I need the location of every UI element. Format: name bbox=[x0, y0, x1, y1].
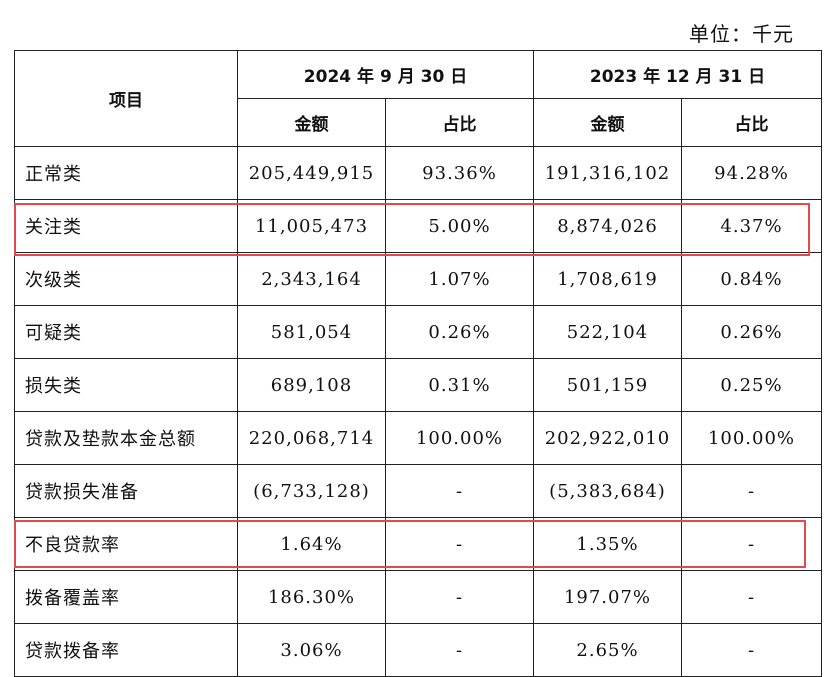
row-label-cell: 不良贷款率 bbox=[14, 517, 238, 571]
amount-2024-cell: 3.06% bbox=[237, 623, 386, 677]
row-label-cell: 正常类 bbox=[14, 146, 238, 200]
table-row: 贷款拨备率 3.06% -2.65% - bbox=[14, 623, 822, 677]
table-row: 贷款及垫款本金总额 220,068,714 100.00% 202,922,010 10… bbox=[14, 411, 822, 465]
table-row: 贷款损失准备 (6,733,128) - (5,383,684) - bbox=[14, 464, 822, 518]
table-row: 损失类 689,108 0.31% 501,159 0.25% bbox=[14, 358, 822, 412]
row-label-cell: 关注类 bbox=[14, 199, 238, 253]
ratio-2023-cell: 0.25% bbox=[681, 358, 822, 412]
table-row: 次级类 2,343,164 1.07% 1,708,619 0.84% bbox=[14, 252, 822, 306]
amount-2023-cell: 2.65% bbox=[533, 623, 682, 677]
header-period-2024: 2024 年 9 月 30 日 bbox=[237, 50, 534, 99]
header-item: 项目 bbox=[14, 50, 238, 147]
table-row: 不良贷款率 1.64% -1.35% - bbox=[14, 517, 822, 571]
amount-2024-cell: 689,108 bbox=[237, 358, 386, 412]
header-amount-2023: 金额 bbox=[533, 98, 682, 147]
amount-2024-cell: 186.30% bbox=[237, 570, 386, 624]
row-label-cell: 拨备覆盖率 bbox=[14, 570, 238, 624]
ratio-2023-cell: 100.00% bbox=[681, 411, 822, 465]
ratio-2023-cell: - bbox=[681, 517, 822, 571]
ratio-2024-cell: 1.07% bbox=[385, 252, 534, 306]
table-row: 正常类 205,449,915 93.36% 191,316,102 94.28% bbox=[14, 146, 822, 200]
ratio-2023-cell: - bbox=[681, 570, 822, 624]
ratio-2024-cell: 93.36% bbox=[385, 146, 534, 200]
table-row: 可疑类 581,054 0.26% 522,104 0.26% bbox=[14, 305, 822, 359]
ratio-2023-cell: 0.26% bbox=[681, 305, 822, 359]
ratio-2024-cell: 0.31% bbox=[385, 358, 534, 412]
amount-2023-cell: (5,383,684) bbox=[533, 464, 682, 518]
ratio-2023-cell: - bbox=[681, 464, 822, 518]
ratio-2024-cell: - bbox=[385, 464, 534, 518]
amount-2023-cell: 501,159 bbox=[533, 358, 682, 412]
amount-2023-cell: 522,104 bbox=[533, 305, 682, 359]
header-row-columns: 金额 占比 金额 占比 bbox=[15, 98, 822, 147]
amount-2023-cell: 1,708,619 bbox=[533, 252, 682, 306]
ratio-2024-cell: 100.00% bbox=[385, 411, 534, 465]
amount-2024-cell: 581,054 bbox=[237, 305, 386, 359]
amount-2023-cell: 202,922,010 bbox=[533, 411, 682, 465]
amount-2024-cell: 1.64% bbox=[237, 517, 386, 571]
row-label-cell: 次级类 bbox=[14, 252, 238, 306]
amount-2024-cell: (6,733,128) bbox=[237, 464, 386, 518]
amount-2023-cell: 8,874,026 bbox=[533, 199, 682, 253]
amount-2023-cell: 197.07% bbox=[533, 570, 682, 624]
header-ratio-2024: 占比 bbox=[385, 98, 534, 147]
header-period-2023: 2023 年 12 月 31 日 bbox=[533, 50, 822, 99]
loan-classification-table: 项目 2024 年 9 月 30 日 2023 年 12 月 31 日 金额 占… bbox=[14, 50, 822, 677]
row-label-cell: 贷款拨备率 bbox=[14, 623, 238, 677]
amount-2024-cell: 2,343,164 bbox=[237, 252, 386, 306]
table-row: 关注类 11,005,473 5.00% 8,874,026 4.37% bbox=[14, 199, 822, 253]
amount-2024-cell: 220,068,714 bbox=[237, 411, 386, 465]
ratio-2023-cell: 94.28% bbox=[681, 146, 822, 200]
ratio-2023-cell: 0.84% bbox=[681, 252, 822, 306]
row-label-cell: 贷款损失准备 bbox=[14, 464, 238, 518]
ratio-2024-cell: - bbox=[385, 517, 534, 571]
header-row-periods: 项目 2024 年 9 月 30 日 2023 年 12 月 31 日 bbox=[14, 50, 822, 147]
ratio-2024-cell: - bbox=[385, 570, 534, 624]
ratio-2024-cell: - bbox=[385, 623, 534, 677]
ratio-2024-cell: 0.26% bbox=[385, 305, 534, 359]
header-amount-2024: 金额 bbox=[237, 98, 386, 147]
amount-2024-cell: 205,449,915 bbox=[237, 146, 386, 200]
header-ratio-2023: 占比 bbox=[681, 98, 822, 147]
ratio-2024-cell: 5.00% bbox=[385, 199, 534, 253]
row-label-cell: 可疑类 bbox=[14, 305, 238, 359]
row-label-cell: 贷款及垫款本金总额 bbox=[14, 411, 238, 465]
row-label-cell: 损失类 bbox=[14, 358, 238, 412]
amount-2024-cell: 11,005,473 bbox=[237, 199, 386, 253]
unit-label: 单位：千元 bbox=[689, 22, 794, 46]
amount-2023-cell: 1.35% bbox=[533, 517, 682, 571]
ratio-2023-cell: - bbox=[681, 623, 822, 677]
table-row: 拨备覆盖率 186.30% -197.07% - bbox=[14, 570, 822, 624]
amount-2023-cell: 191,316,102 bbox=[533, 146, 682, 200]
ratio-2023-cell: 4.37% bbox=[681, 199, 822, 253]
